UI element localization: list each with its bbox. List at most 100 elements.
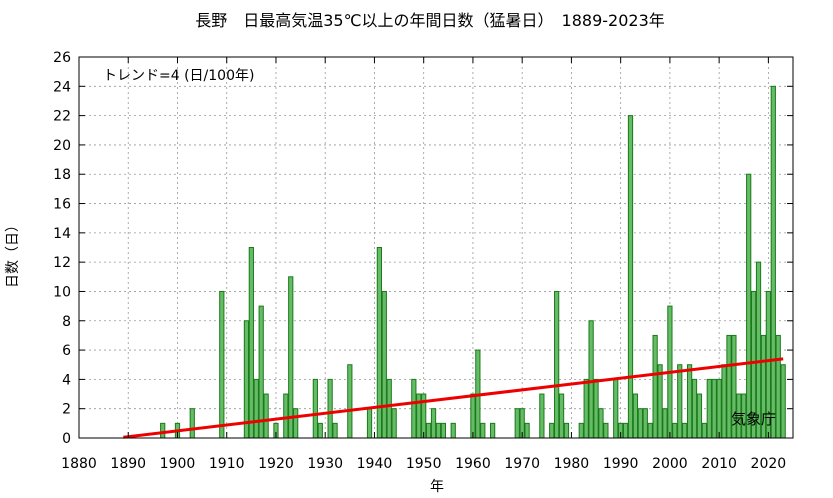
bar-1897 (160, 422, 166, 439)
bar-1941 (376, 247, 382, 439)
bar-1974 (539, 393, 545, 439)
bar-1969 (514, 408, 520, 439)
y-tick-label: 0 (62, 431, 71, 447)
y-tick-label: 24 (53, 79, 71, 95)
bar-1986 (598, 408, 604, 439)
bar-2007 (701, 422, 707, 439)
bar-1982 (578, 422, 584, 439)
x-tick-label: 2010 (701, 456, 737, 472)
bar-1964 (490, 422, 496, 439)
x-tick-label: 2020 (751, 456, 787, 472)
trend-line (123, 357, 784, 439)
bar-1924 (293, 408, 299, 439)
y-tick-label: 8 (62, 314, 71, 330)
x-tick-label: 1940 (357, 456, 393, 472)
y-axis-label: 日数（日） (5, 218, 21, 288)
x-tick-label: 1890 (110, 456, 146, 472)
bar-1956 (450, 422, 456, 439)
x-tick-label: 1980 (554, 456, 590, 472)
bar-1999 (662, 408, 668, 439)
trend (123, 357, 784, 439)
bar-2006 (696, 393, 703, 439)
bar-1953 (435, 422, 442, 439)
bar-1914 (243, 320, 250, 439)
bar-1995 (642, 408, 648, 439)
bar-2022 (775, 334, 781, 439)
bar-1909 (219, 290, 225, 439)
y-tick-label: 22 (53, 109, 71, 125)
plot-frame (78, 56, 794, 439)
bar-2011 (721, 364, 727, 439)
bar-2009 (711, 378, 717, 439)
x-tick-label: 1910 (209, 456, 245, 472)
bar-1917 (258, 305, 264, 439)
bar-1951 (425, 422, 432, 439)
y-tick-label: 26 (53, 50, 71, 66)
x-tick-label: 2000 (652, 456, 688, 472)
bar-1931 (327, 378, 333, 439)
bar-1935 (347, 364, 353, 439)
bar-2001 (672, 422, 678, 439)
x-tick-label: 1900 (160, 456, 196, 472)
bar-2023 (780, 364, 786, 439)
bar-2021 (770, 85, 776, 439)
bar-1996 (647, 422, 653, 439)
x-tick-label: 1960 (455, 456, 491, 472)
bar-1992 (627, 115, 634, 439)
bar-1918 (263, 393, 269, 439)
bar-1979 (563, 422, 570, 439)
y-tick-label: 14 (53, 226, 71, 242)
y-tick-label: 16 (53, 197, 71, 213)
trend-annotation: トレンド=4 (日/100年) (103, 68, 254, 84)
bar-2003 (682, 422, 688, 439)
bar-1998 (657, 364, 663, 439)
bar-1962 (480, 422, 486, 439)
bar-1903 (189, 408, 195, 439)
x-tick-label: 1920 (258, 456, 294, 472)
bar-1948 (411, 378, 417, 439)
x-tick-label: 1930 (307, 456, 343, 472)
bar-1923 (288, 276, 294, 439)
bar-1915 (248, 247, 254, 439)
x-axis-label: 年 (430, 479, 444, 495)
bar-1976 (549, 422, 555, 439)
y-tick-label: 18 (53, 167, 71, 183)
bar-1944 (391, 408, 397, 439)
bar-1983 (583, 378, 589, 439)
bar-1943 (386, 378, 392, 439)
bar-2002 (677, 364, 683, 439)
grid (79, 57, 793, 438)
bar-1978 (558, 393, 565, 439)
bar-1952 (430, 408, 437, 439)
y-tick-label: 6 (62, 343, 71, 359)
bar-1987 (603, 422, 609, 439)
x-tick-label: 1880 (61, 456, 97, 472)
bar-1984 (588, 320, 594, 439)
bar-1971 (524, 422, 530, 439)
x-tick-label: 1950 (406, 456, 442, 472)
bar-1977 (554, 290, 560, 439)
bar-1928 (312, 378, 318, 439)
bar-2016 (746, 173, 752, 439)
y-tick-label: 12 (53, 255, 71, 271)
bar-1922 (283, 393, 289, 439)
bar-2004 (686, 364, 693, 439)
y-tick-label: 2 (62, 402, 71, 418)
source-label: 気象庁 (731, 410, 776, 428)
bar-1997 (652, 334, 658, 439)
x-tick-label: 1970 (504, 456, 540, 472)
bar-1942 (381, 290, 387, 439)
bar-1991 (622, 422, 629, 439)
bar-2008 (706, 378, 712, 439)
bar-1932 (332, 422, 338, 439)
bar-1960 (470, 393, 476, 439)
bar-1954 (440, 422, 447, 439)
bar-2010 (716, 378, 722, 439)
chart-title: 長野 日最高気温35℃以上の年間日数（猛暑日） 1889-2023年 (195, 11, 665, 30)
bar-1994 (637, 408, 643, 439)
x-tick-label: 1990 (603, 456, 639, 472)
y-tick-label: 4 (62, 372, 71, 388)
